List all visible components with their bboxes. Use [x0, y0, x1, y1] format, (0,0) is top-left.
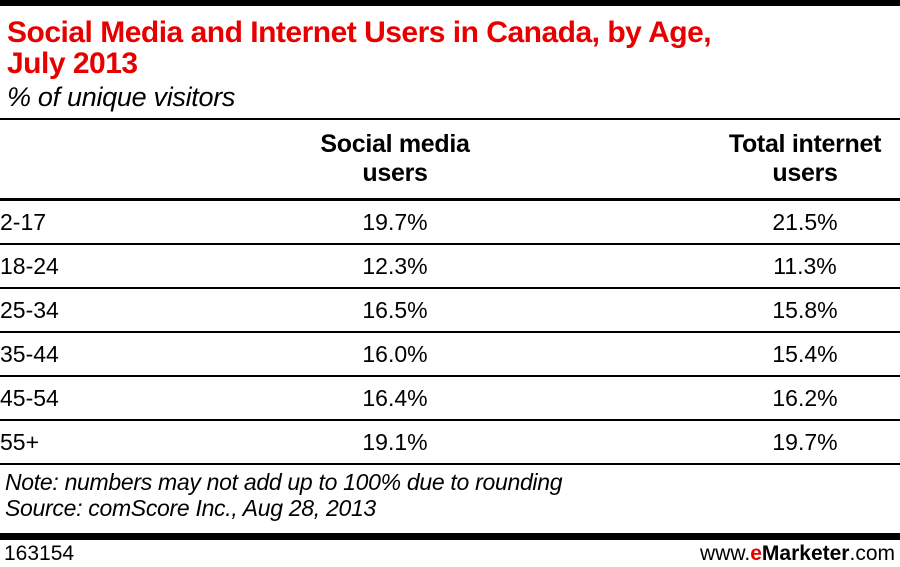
social-media-value: 16.4% — [80, 376, 710, 421]
table-row: 2-17 19.7% 21.5% — [0, 199, 900, 245]
total-internet-value: 15.4% — [710, 332, 900, 377]
social-media-value: 12.3% — [80, 244, 710, 289]
table-row: 18-24 12.3% 11.3% — [0, 244, 900, 289]
social-media-value: 19.7% — [80, 199, 710, 245]
table-row: 25-34 16.5% 15.8% — [0, 288, 900, 333]
emarketer-logo: www.eMarketer.com — [700, 542, 895, 566]
total-internet-value: 19.7% — [710, 420, 900, 465]
footer-bar: 163154 www.eMarketer.com — [0, 540, 900, 567]
data-table: Social media users Total internet users … — [0, 118, 900, 465]
chart-header: Social Media and Internet Users in Canad… — [0, 6, 900, 118]
chart-title: Social Media and Internet Users in Canad… — [7, 16, 712, 80]
column-header-total-internet-users: Total internet users — [710, 118, 900, 201]
table-body: 2-17 19.7% 21.5% 18-24 12.3% 11.3% 25-34… — [0, 199, 900, 465]
chart-id: 163154 — [4, 541, 75, 565]
table-row: 35-44 16.0% 15.4% — [0, 332, 900, 377]
chart-subtitle: % of unique visitors — [7, 82, 236, 112]
table-header: Social media users Total internet users — [0, 118, 900, 201]
age-label: 45-54 — [0, 376, 80, 421]
total-internet-value: 15.8% — [710, 288, 900, 333]
source-text: Source: comScore Inc., Aug 28, 2013 — [5, 495, 376, 521]
logo-e: e — [750, 541, 762, 565]
age-label: 2-17 — [0, 199, 80, 245]
age-label: 25-34 — [0, 288, 80, 333]
footer-divider-rule — [0, 533, 900, 540]
social-media-value: 19.1% — [80, 420, 710, 465]
social-media-value: 16.5% — [80, 288, 710, 333]
column-header-social-media-users: Social media users — [80, 118, 710, 201]
age-label: 35-44 — [0, 332, 80, 377]
column-header-age — [0, 118, 80, 201]
note-text: Note: numbers may not add up to 100% due… — [5, 469, 563, 495]
top-border-rule — [0, 0, 900, 6]
total-internet-value: 16.2% — [710, 376, 900, 421]
total-internet-value: 21.5% — [710, 199, 900, 245]
total-internet-value: 11.3% — [710, 244, 900, 289]
logo-marketer: Marketer — [761, 541, 850, 565]
table-row: 55+ 19.1% 19.7% — [0, 420, 900, 465]
table-row: 45-54 16.4% 16.2% — [0, 376, 900, 421]
social-media-value: 16.0% — [80, 332, 710, 377]
logo-www: www. — [700, 541, 751, 565]
age-label: 18-24 — [0, 244, 80, 289]
chart-notes: Note: numbers may not add up to 100% due… — [0, 465, 900, 521]
header-row: Social media users Total internet users — [0, 118, 900, 201]
logo-com: .com — [849, 541, 895, 565]
age-label: 55+ — [0, 420, 80, 465]
